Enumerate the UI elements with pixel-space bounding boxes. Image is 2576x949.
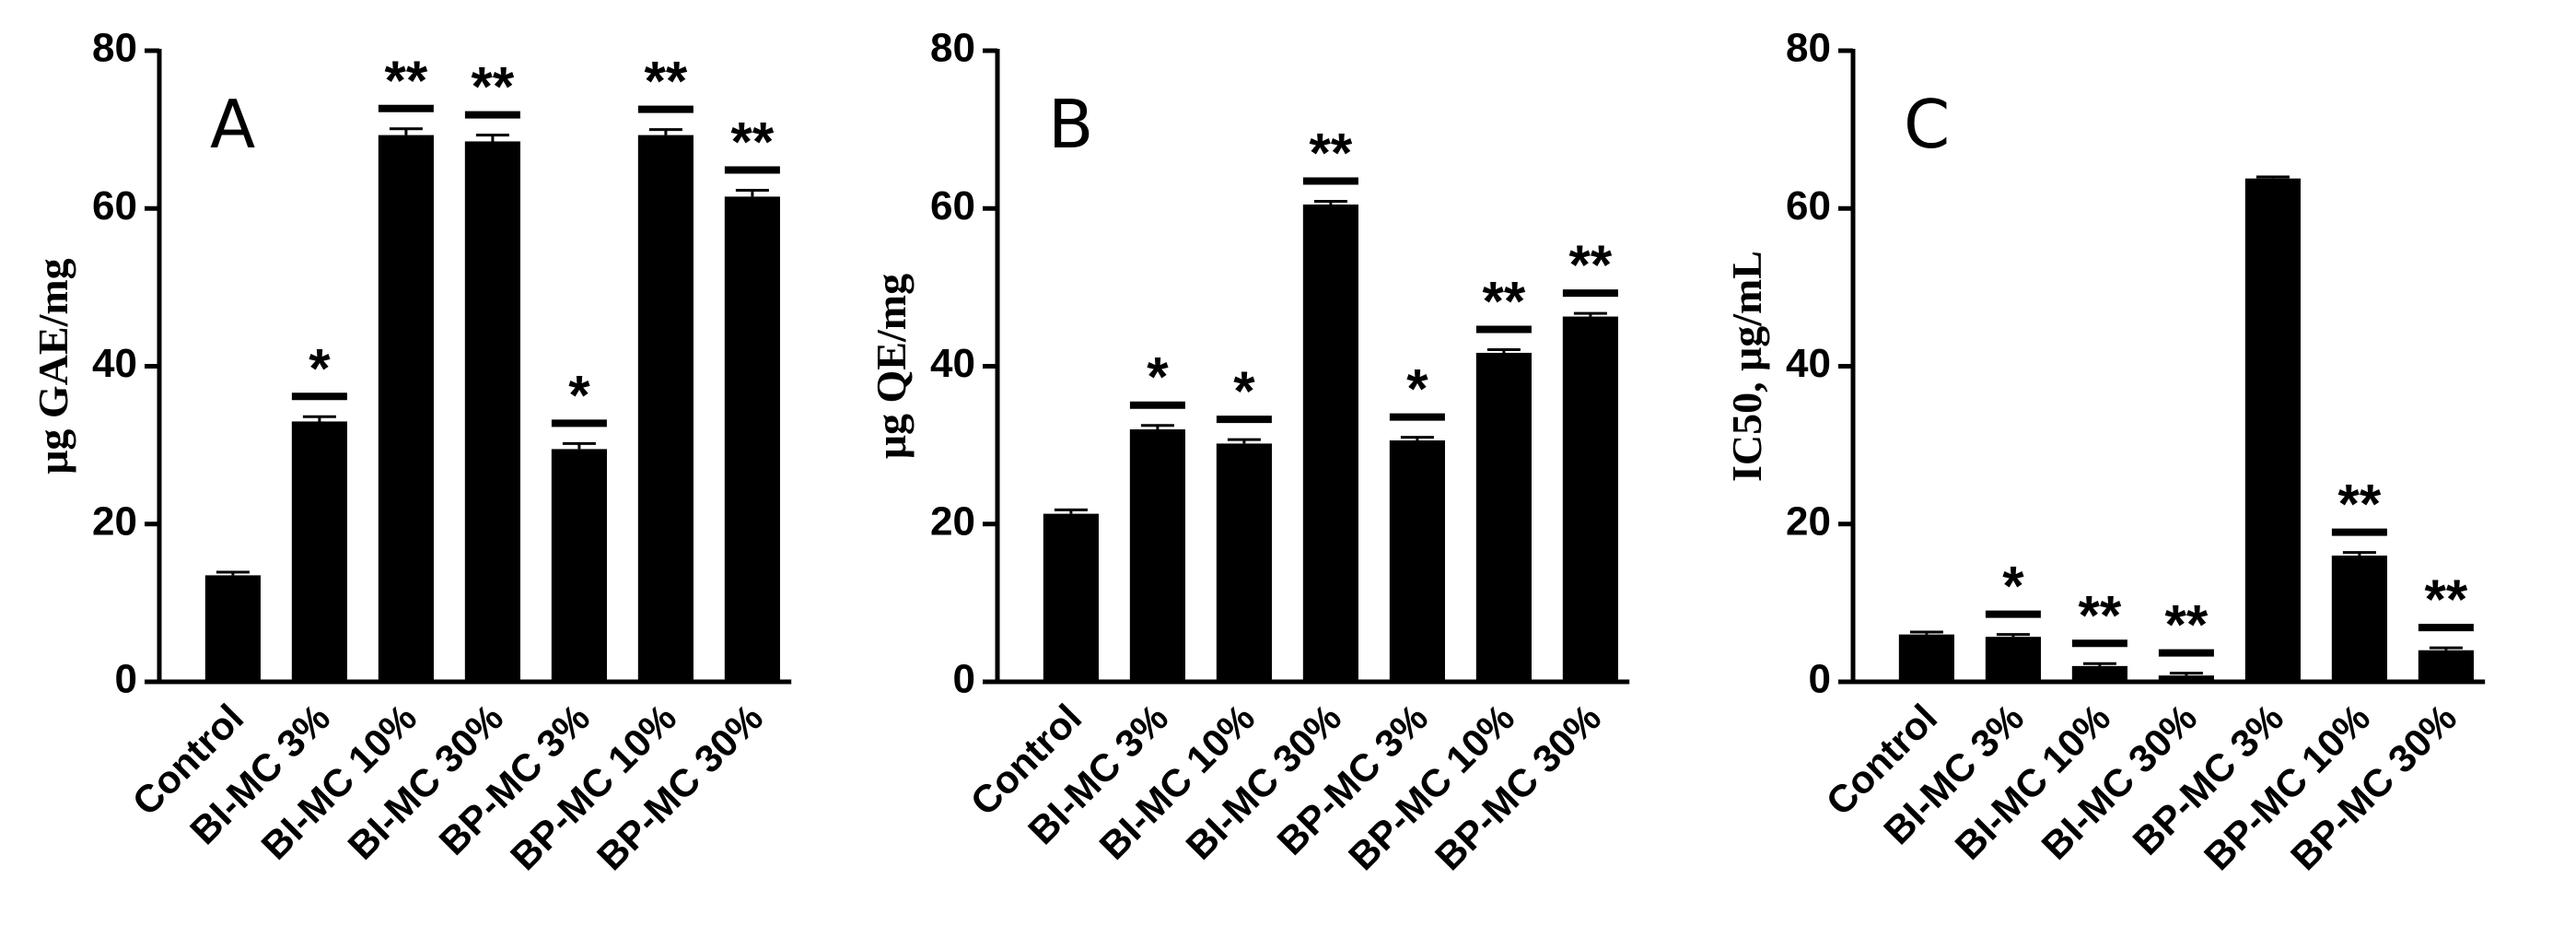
bar [1216,443,1272,682]
error-bar [475,134,509,142]
panel-label: A [210,86,255,163]
y-tick-label: 80 [92,26,137,71]
error-bar [1054,508,1088,514]
bar [2331,556,2387,682]
error-bar [389,127,423,135]
error-bar [1140,424,1174,429]
bar [637,135,694,682]
bar [1475,352,1532,682]
significance-label: ** [731,111,775,173]
error-bar [302,415,336,422]
significance-label: * [309,337,331,399]
bar [204,575,261,682]
error-bar [648,128,682,135]
significance-label: ** [2165,594,2209,656]
y-tick-label: 0 [953,657,975,702]
y-tick-label: 60 [930,183,975,228]
error-bar [2429,646,2463,650]
bar [1043,513,1099,682]
bar [724,196,780,682]
significance-label: * [1233,360,1255,422]
bar [378,135,434,682]
significance-label: ** [2079,584,2122,646]
y-tick-label: 60 [1786,183,1831,228]
y-tick-label: 40 [92,341,137,386]
significance-label: * [2002,556,2024,617]
significance-label: ** [385,50,428,111]
y-tick-label: 0 [115,657,137,702]
y-tick-label: 40 [930,341,975,386]
significance-label: * [1147,346,1169,408]
error-bar [1996,633,2030,638]
y-tick-label: 60 [92,183,137,228]
error-bar [1313,200,1347,205]
bar [2244,178,2301,682]
significance-label: ** [1569,234,1613,296]
bar [291,421,347,682]
bar [1898,634,1954,682]
bar [464,141,520,682]
significance-label: * [1406,358,1428,420]
error-bar [2082,662,2116,666]
bar [2418,650,2474,682]
error-bar [216,570,250,576]
panel-label: C [1904,86,1950,163]
bar [2071,665,2127,682]
bar [1129,429,1185,682]
error-bar [735,189,769,197]
error-bar [562,441,596,450]
y-tick-label: 20 [92,498,137,544]
error-bar [1573,311,1607,317]
error-bar [1486,348,1521,353]
error-bar [1909,630,1943,635]
significance-label: ** [2425,568,2468,630]
bar [1302,204,1358,682]
error-bar [2342,551,2376,556]
y-tick-label: 20 [1786,498,1831,544]
significance-label: ** [2338,474,2382,535]
bar [1985,637,2041,682]
error-bar [2169,672,2203,676]
y-tick-label: 20 [930,498,975,544]
bar [1389,439,1445,682]
bar [551,449,607,682]
y-tick-label: 0 [1809,657,1831,702]
y-axis-label: μg QE/mg [868,274,915,459]
y-tick-label: 80 [1786,26,1831,71]
significance-label: ** [1310,123,1353,184]
y-axis-label: IC50, μg/mL [1723,251,1770,482]
bar [2158,675,2214,682]
significance-label: ** [472,56,515,118]
significance-label: ** [645,51,688,112]
error-bar [1227,438,1261,444]
error-bar [1400,436,1434,440]
significance-label: * [568,364,590,426]
error-bar [2255,175,2290,179]
y-tick-label: 80 [930,26,975,71]
y-axis-label: μg GAE/mg [29,258,76,474]
y-tick-label: 40 [1786,341,1831,386]
panel-label: B [1048,86,1093,163]
significance-label: ** [1483,271,1526,333]
bar [1562,316,1618,682]
